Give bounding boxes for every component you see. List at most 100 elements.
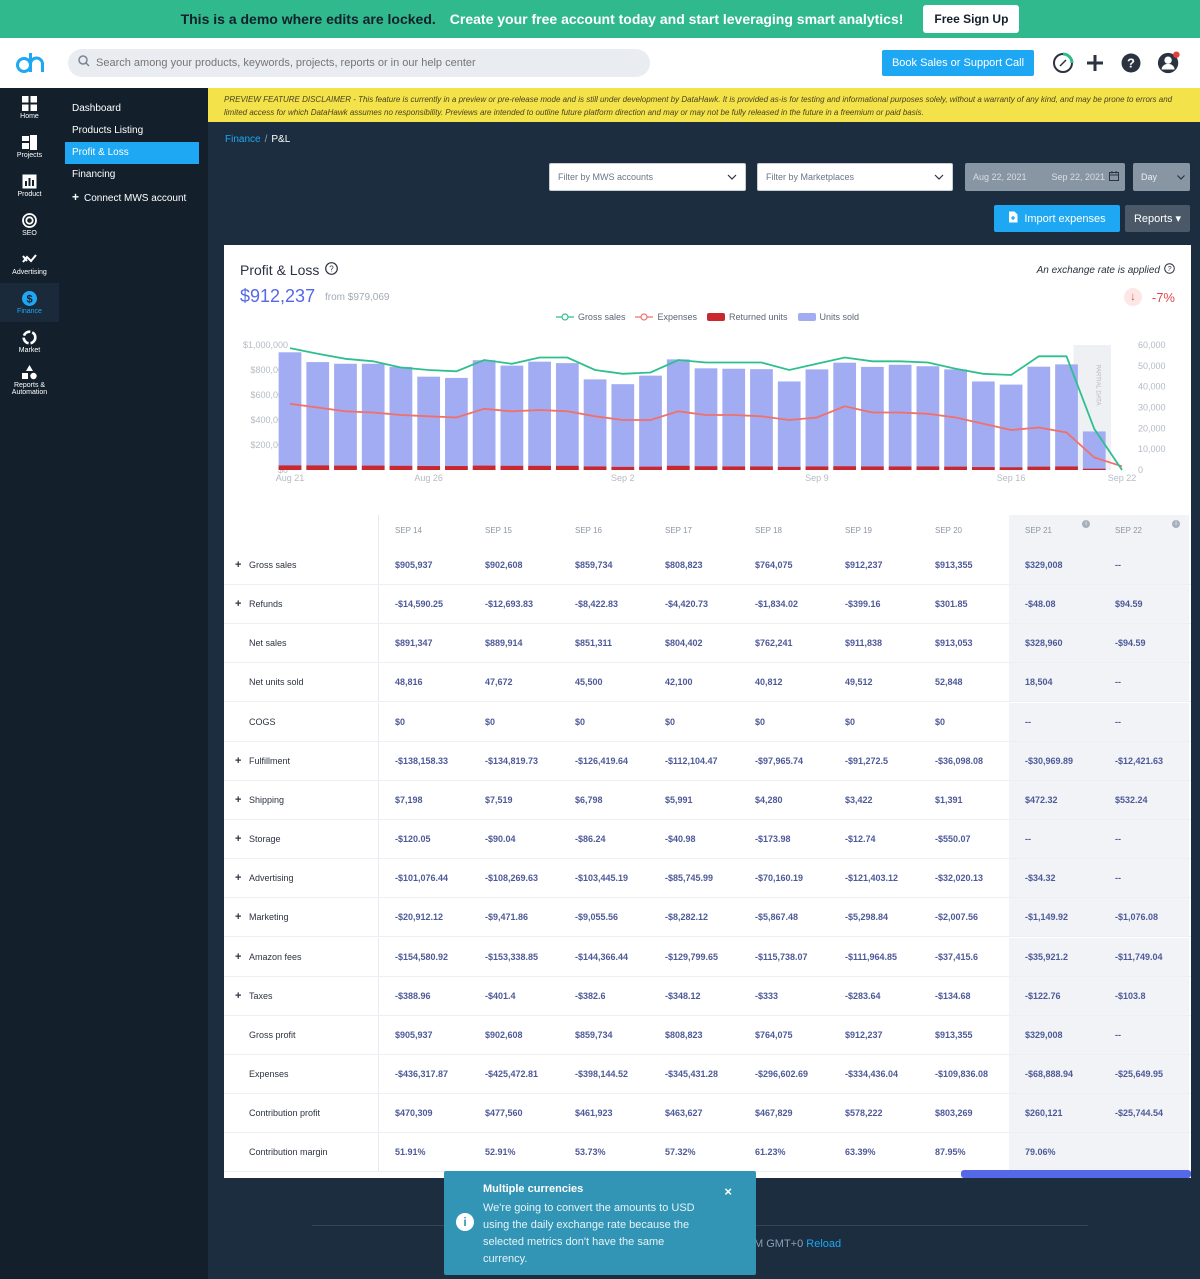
rail-item-product[interactable]: Product: [0, 166, 59, 205]
rail-item-projects[interactable]: Projects: [0, 127, 59, 166]
table-cell: -$25,744.54: [1099, 1094, 1189, 1133]
subnav-item-profit-loss[interactable]: Profit & Loss: [65, 142, 199, 164]
table-cell: --: [1099, 1015, 1189, 1054]
expand-plus-icon[interactable]: +: [235, 989, 242, 1002]
table-cell: $5,991: [665, 794, 693, 805]
expand-plus-icon[interactable]: +: [235, 598, 242, 611]
search-bar[interactable]: [68, 49, 650, 77]
row-label[interactable]: + Amazon fees: [224, 937, 379, 976]
book-call-button[interactable]: Book Sales or Support Call: [882, 50, 1034, 76]
table-row: Expenses -$436,317.87 -$425,472.81 -$398,14…: [224, 1054, 1191, 1094]
table-cell: -$30,969.89: [1009, 741, 1099, 780]
table-cell: -$153,338.85: [485, 951, 539, 962]
row-label[interactable]: + Refunds: [224, 585, 379, 624]
row-label[interactable]: + Gross sales: [224, 546, 379, 584]
expand-plus-icon[interactable]: +: [235, 872, 242, 885]
table-cell: $764,075: [755, 560, 793, 570]
reports-dropdown-button[interactable]: Reports ▾: [1125, 205, 1190, 232]
table-cell: -$4,420.73: [665, 599, 709, 610]
subnav-item-financing[interactable]: Financing: [72, 169, 116, 180]
units-sold-bar: [472, 360, 496, 470]
plus-icon[interactable]: [1083, 51, 1107, 75]
legend-units-sold[interactable]: Units sold: [797, 312, 859, 322]
profit-loss-card: Profit & Loss ? $912,237 from $979,069 A…: [224, 245, 1191, 1178]
help-circle-icon[interactable]: ?: [1164, 263, 1175, 277]
row-label[interactable]: + Taxes: [224, 976, 379, 1015]
expand-plus-icon[interactable]: +: [235, 559, 242, 571]
units-sold-bar: [306, 362, 330, 470]
table-cell: 52.91%: [485, 1147, 516, 1158]
subnav-item-products-listing[interactable]: Products Listing: [72, 125, 144, 136]
legend-expenses[interactable]: Expenses: [635, 312, 697, 322]
help-icon[interactable]: ?: [1119, 51, 1143, 75]
exchange-rate-note: An exchange rate is applied ?: [1037, 263, 1175, 277]
table-cell: --: [1099, 663, 1189, 702]
close-icon[interactable]: ×: [724, 1184, 732, 1199]
table-cell: -$112,104.47: [665, 755, 718, 766]
rail-item-advertising[interactable]: Advertising: [0, 244, 59, 283]
rail-item-seo[interactable]: SEO: [0, 205, 59, 244]
table-cell: -$122.76: [1009, 976, 1099, 1015]
date-range-picker[interactable]: Aug 22, 2021 Sep 22, 2021: [965, 163, 1125, 191]
info-icon[interactable]: i: [1081, 519, 1090, 528]
icon-rail: Home Projects Product SEO Advertising $ Financ…: [0, 88, 59, 1279]
expand-plus-icon[interactable]: +: [235, 950, 242, 963]
profit-value: $912,237: [240, 286, 316, 306]
reload-link[interactable]: Reload: [806, 1238, 842, 1250]
returned-units-bar: [639, 466, 662, 470]
rail-item-reports-automation[interactable]: Reports & Automation: [0, 361, 59, 400]
units-sold-bar: [971, 381, 995, 470]
expand-plus-icon[interactable]: +: [235, 911, 242, 924]
granularity-select[interactable]: Day: [1133, 163, 1190, 191]
table-cell: -$32,020.13: [935, 873, 984, 884]
subnav-item-connect-mws-account[interactable]: + Connect MWS account: [72, 190, 187, 204]
returned-units-bar: [971, 467, 995, 470]
banner-cta[interactable]: Create your free account today and start…: [449, 11, 904, 27]
table-cell: -$5,298.84: [845, 912, 889, 923]
table-cell: -$109,836.08: [935, 1068, 989, 1079]
header-spacer: [224, 515, 379, 546]
rail-item-label: Reports & Automation: [11, 382, 48, 396]
y-right-tick-label: 40,000: [1138, 382, 1166, 392]
expand-plus-icon[interactable]: +: [235, 833, 242, 846]
expand-plus-icon[interactable]: +: [235, 793, 242, 806]
subnav-item-dashboard[interactable]: Dashboard: [72, 103, 121, 114]
table-cell: $913,053: [935, 638, 973, 649]
row-label[interactable]: + Marketing: [224, 898, 379, 937]
breadcrumb-finance[interactable]: Finance: [225, 134, 261, 145]
x-tick-label: Aug 21: [276, 473, 305, 483]
row-label[interactable]: + Fulfillment: [224, 741, 379, 780]
returned-units-bar: [278, 465, 302, 470]
rail-item-home[interactable]: Home: [0, 88, 59, 127]
mws-accounts-select[interactable]: Filter by MWS accounts: [549, 163, 746, 191]
rail-item-finance[interactable]: $ Finance: [0, 283, 59, 322]
compass-icon[interactable]: [1051, 51, 1075, 75]
free-signup-button[interactable]: Free Sign Up: [923, 5, 1020, 33]
reports-automation-icon: [22, 365, 37, 380]
horizontal-scrollbar[interactable]: [961, 1170, 1191, 1178]
row-label[interactable]: + Storage: [224, 820, 379, 859]
table-cell: -$36,098.08: [935, 755, 984, 766]
expand-plus-icon[interactable]: +: [235, 754, 242, 767]
help-circle-icon[interactable]: ?: [325, 262, 339, 278]
legend-returned-units[interactable]: Returned units: [706, 312, 788, 322]
legend-gross-sales[interactable]: Gross sales: [555, 312, 625, 322]
datahawk-logo[interactable]: [0, 38, 59, 88]
table-cell: -$14,590.25: [395, 599, 444, 610]
search-input[interactable]: [96, 57, 616, 69]
marketplaces-select[interactable]: Filter by Marketplaces: [757, 163, 953, 191]
user-avatar-icon[interactable]: [1157, 51, 1181, 75]
table-cell: -$382.6: [575, 990, 606, 1001]
row-label[interactable]: + Shipping: [224, 780, 379, 819]
table-cell: 79.06%: [1009, 1133, 1099, 1172]
table-cell: $7,519: [485, 794, 513, 805]
table-cell: $0: [395, 716, 406, 727]
import-expenses-button[interactable]: Import expenses: [994, 205, 1120, 232]
table-cell: -$70,160.19: [755, 873, 804, 884]
table-cell: $803,269: [935, 1108, 973, 1119]
rail-item-label: Finance: [17, 307, 42, 315]
table-row: COGS $0 $0 $0 $0 $0 $0 $0 -- --: [224, 702, 1191, 742]
info-icon[interactable]: i: [1171, 519, 1180, 528]
row-label[interactable]: + Advertising: [224, 859, 379, 898]
rail-item-market[interactable]: Market: [0, 322, 59, 361]
